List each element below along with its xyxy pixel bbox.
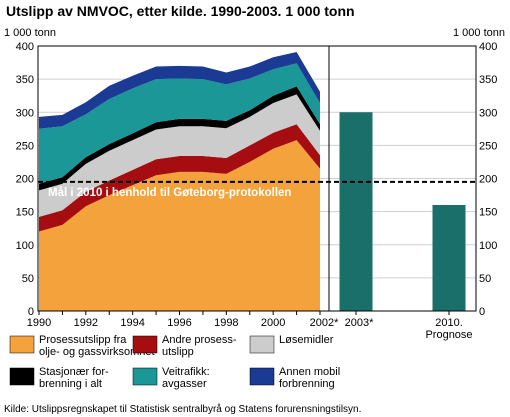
bar-sublabel: Prognose <box>425 329 472 341</box>
right-axis-unit: 1 000 tonn <box>453 27 505 39</box>
bar-label: 2003* <box>345 317 374 329</box>
y-tick-label-left: 250 <box>16 140 34 152</box>
legend-swatch <box>132 367 158 386</box>
x-tick-label: 1996 <box>167 317 191 329</box>
y-tick-label-right: 350 <box>479 74 497 86</box>
source-note: Kilde: Utslippsregnskapet til Statistisk… <box>4 403 361 415</box>
area-series-5 <box>39 63 320 184</box>
y-tick-label-right: 250 <box>479 140 497 152</box>
bar-label: 2010. <box>435 317 463 329</box>
x-tick-label: 1992 <box>74 317 98 329</box>
target-line-label: Mål i 2010 i henhold til Gøteborg-protok… <box>48 187 291 199</box>
area-series-4 <box>39 86 320 191</box>
y-tick-label-right: 400 <box>479 41 497 53</box>
stacked-area-series <box>39 52 320 311</box>
target-line-group: Mål i 2010 i henhold til Gøteborg-protok… <box>38 180 476 199</box>
axes <box>37 45 477 315</box>
y-tick-label-right: 50 <box>479 273 491 285</box>
legend-label: forbrenning <box>279 378 335 390</box>
left-y-tick-labels: 0 50 100 150 200 250 300 350 400 <box>16 41 34 318</box>
y-tick-label-left: 0 <box>28 306 34 318</box>
legend-label: Stasjonær for- <box>39 366 109 378</box>
legend-label: avgasser <box>162 378 207 390</box>
plot-frame <box>37 45 477 312</box>
right-y-tick-labels: 0 50 100 150 200 250 300 350 400 <box>479 41 497 318</box>
y-tick-label-right: 0 <box>479 306 485 318</box>
legend-label: Prosessutslipp fra <box>39 334 127 346</box>
legend-swatch <box>9 335 35 354</box>
projection-bars <box>339 112 466 311</box>
left-axis-unit: 1 000 tonn <box>4 27 56 39</box>
y-tick-label-left: 50 <box>22 273 34 285</box>
y-tick-label-left: 300 <box>16 107 34 119</box>
area-series-1 <box>39 140 320 311</box>
chart-title: Utslipp av NMVOC, etter kilde. 1990-2003… <box>6 3 355 19</box>
x-tick-label: 1994 <box>120 317 144 329</box>
legend-label: olje- og gassvirksomhet <box>39 346 155 358</box>
y-tick-label-right: 300 <box>479 107 497 119</box>
y-tick-label-left: 400 <box>16 41 34 53</box>
legend-swatch <box>9 367 35 386</box>
y-tick-label-left: 200 <box>16 174 34 186</box>
legend-label: Andre prosess- <box>162 334 237 346</box>
legend-label: brenning i alt <box>39 378 102 390</box>
bar-2 <box>432 205 466 311</box>
x-tick-label: 1998 <box>214 317 238 329</box>
y-tick-label-left: 150 <box>16 207 34 219</box>
y-tick-label-right: 100 <box>479 240 497 252</box>
legend-label: Annen mobil <box>279 366 340 378</box>
legend-swatch <box>249 367 275 386</box>
legend-label: Veitrafikk: <box>162 366 210 378</box>
legend-label: Løsemidler <box>279 334 334 346</box>
x-tick-label: 2002* <box>310 317 339 329</box>
y-tick-label-right: 150 <box>479 207 497 219</box>
y-tick-label-left: 350 <box>16 74 34 86</box>
legend-swatch <box>249 335 275 354</box>
area-series-3 <box>39 94 320 217</box>
area-series-6 <box>39 52 320 129</box>
x-tick-label: 1990 <box>27 317 51 329</box>
legend-swatch <box>132 335 158 354</box>
area-series-2 <box>39 124 320 232</box>
y-tick-label-right: 200 <box>479 174 497 186</box>
bar-1 <box>339 112 373 311</box>
legend-label: utslipp <box>162 346 194 358</box>
x-tick-labels: 1990 1992 1994 1996 1998 2000 2002* 2003* 2010.P… <box>27 317 473 341</box>
y-tick-label-left: 100 <box>16 240 34 252</box>
x-tick-label: 2000 <box>261 317 285 329</box>
